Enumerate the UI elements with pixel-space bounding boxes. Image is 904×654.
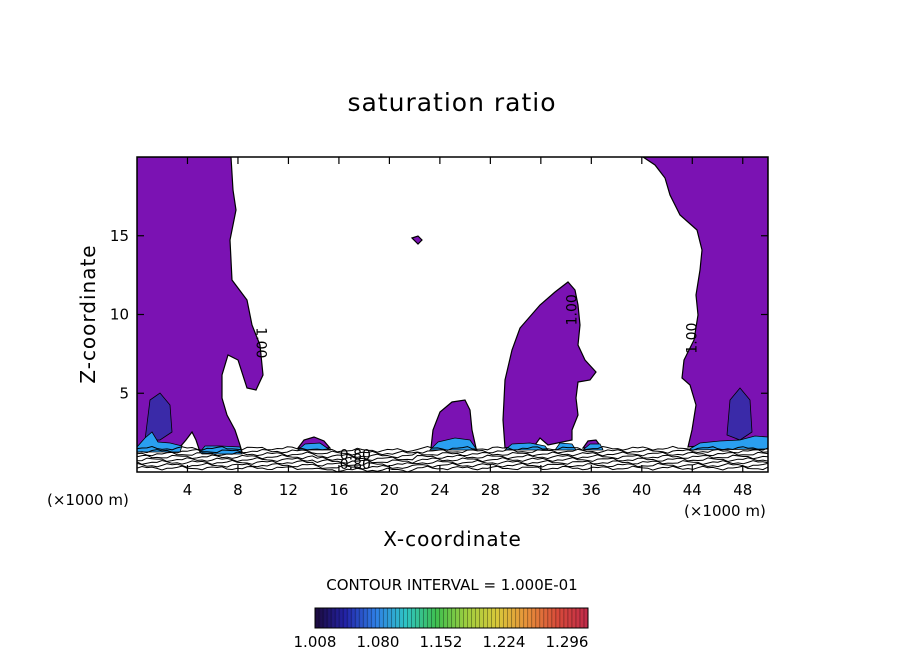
band-left-base: [137, 431, 183, 453]
chart-title: saturation ratio: [347, 88, 557, 117]
contour-labels: 1.00 1.00 1.00 0.800.80: [253, 294, 701, 473]
isoline-0: [137, 465, 768, 472]
x-tick-label-32: 32: [531, 481, 550, 499]
contour-label-4: 0.80: [340, 457, 371, 473]
y-tick-label-10: 10: [110, 306, 129, 324]
colorbar-label-2: 1.152: [420, 633, 463, 651]
region-tower-32: [502, 281, 597, 449]
isoline-6: [137, 448, 768, 456]
colorbar-labels: 1.008 1.080 1.152 1.224 1.296: [294, 633, 589, 651]
colorbar-label-1: 1.080: [357, 633, 400, 651]
x-tick-label-28: 28: [481, 481, 500, 499]
region-left-base-dark: [144, 392, 173, 441]
contour-field: [137, 157, 768, 472]
region-small-cell-22: [410, 235, 423, 245]
x-axis-label: X-coordinate: [383, 527, 522, 551]
x-unit-right: (×1000 m): [684, 502, 766, 520]
x-tick-label-36: 36: [582, 481, 601, 499]
colorbar-label-4: 1.296: [546, 633, 589, 651]
contour-label-2: 1.00: [684, 323, 700, 354]
x-tick-label-4: 4: [183, 481, 193, 499]
band-cell14: [296, 442, 332, 451]
region-cell-25: [430, 399, 477, 449]
colorbar-label-3: 1.224: [483, 633, 526, 651]
x-tick-label-8: 8: [233, 481, 243, 499]
colorbar: 1.008 1.080 1.152 1.224 1.296: [294, 607, 589, 651]
y-axis-label: Z-coordinate: [76, 244, 100, 384]
y-tick-label-5: 5: [119, 384, 129, 402]
isoline-7: [137, 445, 768, 453]
isoline-1: [137, 462, 768, 470]
isoline-2: [137, 459, 768, 467]
isoline-4: [137, 454, 768, 462]
x-unit-left: (×1000 m): [47, 491, 129, 509]
x-tick-label-40: 40: [632, 481, 651, 499]
colorbar-label-0: 1.008: [294, 633, 337, 651]
colorbar-frame: [314, 607, 589, 629]
colorbar-stripes: [318, 608, 585, 628]
x-tick-label-12: 12: [279, 481, 298, 499]
x-tick-label-48: 48: [733, 481, 752, 499]
isoline-3: [137, 457, 768, 464]
x-tick-label-24: 24: [430, 481, 449, 499]
y-tick-label-15: 15: [110, 227, 129, 245]
contour-label-0: 1.00: [253, 327, 269, 358]
contour-interval: CONTOUR INTERVAL = 1.000E-01: [326, 576, 578, 594]
contour-label-1: 1.00: [564, 294, 580, 325]
band-right-base: [686, 435, 768, 451]
x-tick-label-20: 20: [380, 481, 399, 499]
contour-label-3: 0.80: [340, 447, 371, 463]
x-tick-label-16: 16: [329, 481, 348, 499]
subsaturated-isolines: [137, 445, 768, 472]
x-tick-label-44: 44: [683, 481, 702, 499]
